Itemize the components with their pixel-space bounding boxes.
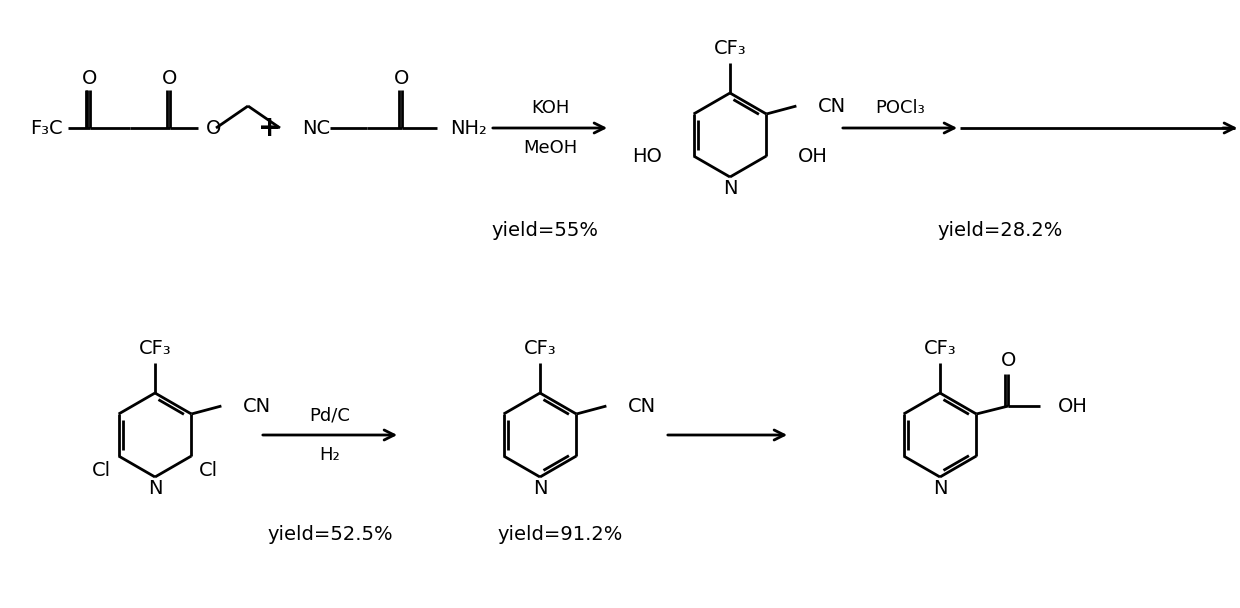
Text: O: O — [394, 69, 409, 88]
Text: Cl: Cl — [200, 460, 218, 480]
Text: OH: OH — [1059, 396, 1089, 415]
Text: yield=28.2%: yield=28.2% — [937, 221, 1063, 240]
Text: CF₃: CF₃ — [523, 339, 557, 359]
Text: CN: CN — [243, 396, 272, 415]
Text: yield=55%: yield=55% — [491, 221, 599, 240]
Text: Pd/C: Pd/C — [310, 406, 351, 424]
Text: CF₃: CF₃ — [924, 339, 956, 359]
Text: O: O — [206, 119, 222, 137]
Text: Cl: Cl — [92, 460, 110, 480]
Text: yield=91.2%: yield=91.2% — [497, 525, 622, 545]
Text: N: N — [723, 179, 738, 198]
Text: KOH: KOH — [531, 99, 569, 117]
Text: O: O — [1001, 350, 1016, 370]
Text: H₂: H₂ — [320, 446, 340, 464]
Text: N: N — [932, 480, 947, 499]
Text: yield=52.5%: yield=52.5% — [267, 525, 393, 545]
Text: POCl₃: POCl₃ — [875, 99, 925, 117]
Text: HO: HO — [631, 147, 662, 165]
Text: O: O — [82, 69, 98, 88]
Text: OH: OH — [799, 147, 828, 165]
Text: CF₃: CF₃ — [139, 339, 171, 359]
Text: +: + — [258, 114, 281, 142]
Text: CN: CN — [629, 396, 656, 415]
Text: NH₂: NH₂ — [450, 119, 487, 137]
Text: NC: NC — [303, 119, 330, 137]
Text: MeOH: MeOH — [523, 139, 577, 157]
Text: F₃C: F₃C — [30, 119, 63, 137]
Text: O: O — [162, 69, 177, 88]
Text: CN: CN — [818, 97, 847, 116]
Text: N: N — [533, 480, 547, 499]
Text: CF₃: CF₃ — [714, 40, 746, 58]
Text: N: N — [148, 480, 162, 499]
